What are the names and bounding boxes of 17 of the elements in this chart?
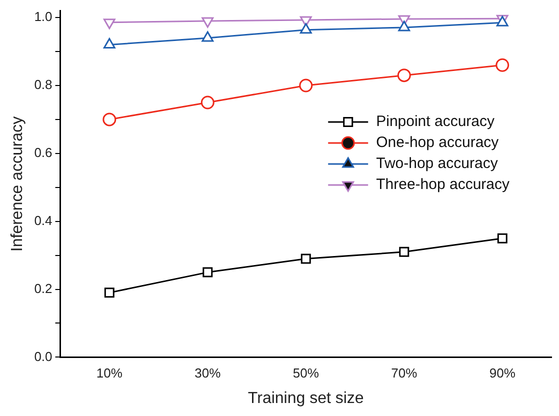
x-tick-label: 30% <box>194 366 222 381</box>
legend-label: One-hop accuracy <box>376 134 500 152</box>
x-tick-label: 70% <box>391 366 418 381</box>
y-tick-label: 0.8 <box>34 77 52 92</box>
y-axis-title: Inference accuracy <box>9 116 26 252</box>
y-tick-label: 0.4 <box>34 212 52 228</box>
legend-label: Pinpoint accuracy <box>376 113 495 130</box>
legend-label: Three-hop accuracy <box>376 176 510 194</box>
x-tick-label: 50% <box>292 366 320 381</box>
x-tick-label: 90% <box>489 366 516 381</box>
legend-label: Two-hop accuracy <box>376 155 498 172</box>
y-tick-label: 0.6 <box>34 145 52 160</box>
y-tick-label: 0.0 <box>34 348 52 364</box>
y-tick-label: 0.2 <box>34 280 52 296</box>
x-axis-title: Training set size <box>248 390 364 407</box>
x-tick-label: 10% <box>96 366 123 381</box>
y-tick-label: 1.0 <box>34 9 52 24</box>
